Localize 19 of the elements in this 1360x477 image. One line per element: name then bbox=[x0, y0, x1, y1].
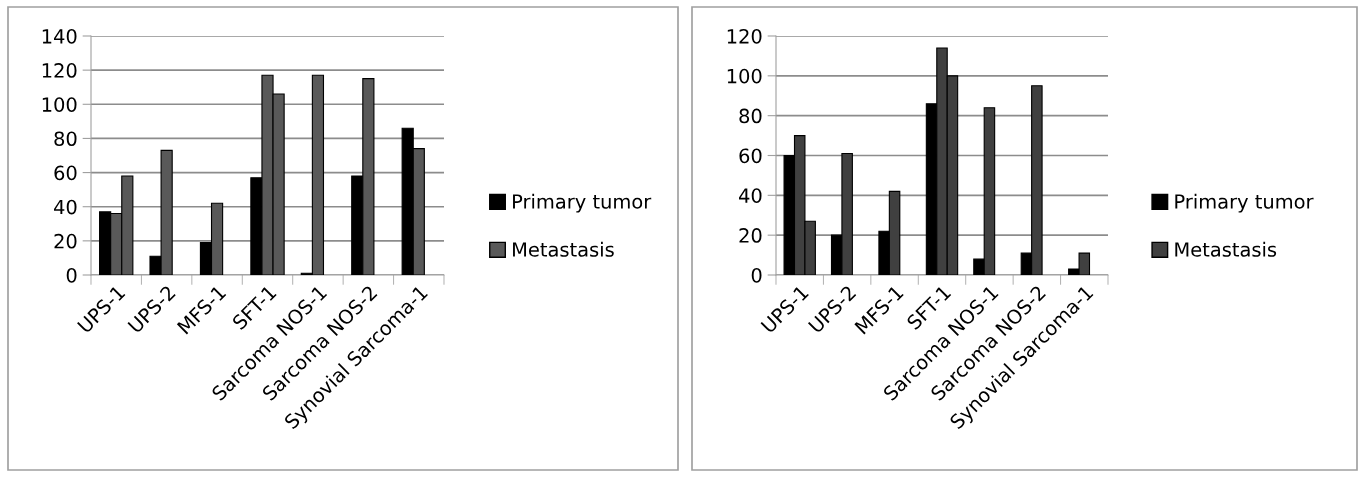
y-tick-label: 80 bbox=[54, 131, 77, 147]
y-tick-label: 20 bbox=[739, 228, 762, 243]
y-tick-label: 120 bbox=[42, 63, 77, 78]
y-tick-label: 60 bbox=[739, 148, 762, 164]
y-tick-label: 140 bbox=[42, 28, 77, 44]
legend-label: Metastasis bbox=[513, 241, 614, 257]
y-tick-label: 20 bbox=[54, 233, 77, 249]
legend-label: Primary tumor bbox=[513, 193, 652, 213]
y-tick-label: 120 bbox=[727, 28, 762, 44]
y-tick-label: 0 bbox=[66, 267, 77, 283]
y-tick-label: 80 bbox=[739, 108, 762, 124]
legend-label: Primary tumor bbox=[1175, 193, 1314, 213]
y-tick-label: 100 bbox=[727, 68, 762, 84]
legend-label: Metastasis bbox=[1175, 241, 1277, 257]
y-tick-label: 40 bbox=[739, 188, 762, 203]
y-tick-label: 0 bbox=[751, 267, 762, 283]
y-tick-label: 40 bbox=[54, 199, 77, 215]
y-tick-label: 100 bbox=[42, 97, 77, 112]
y-tick-label: 60 bbox=[54, 165, 77, 181]
